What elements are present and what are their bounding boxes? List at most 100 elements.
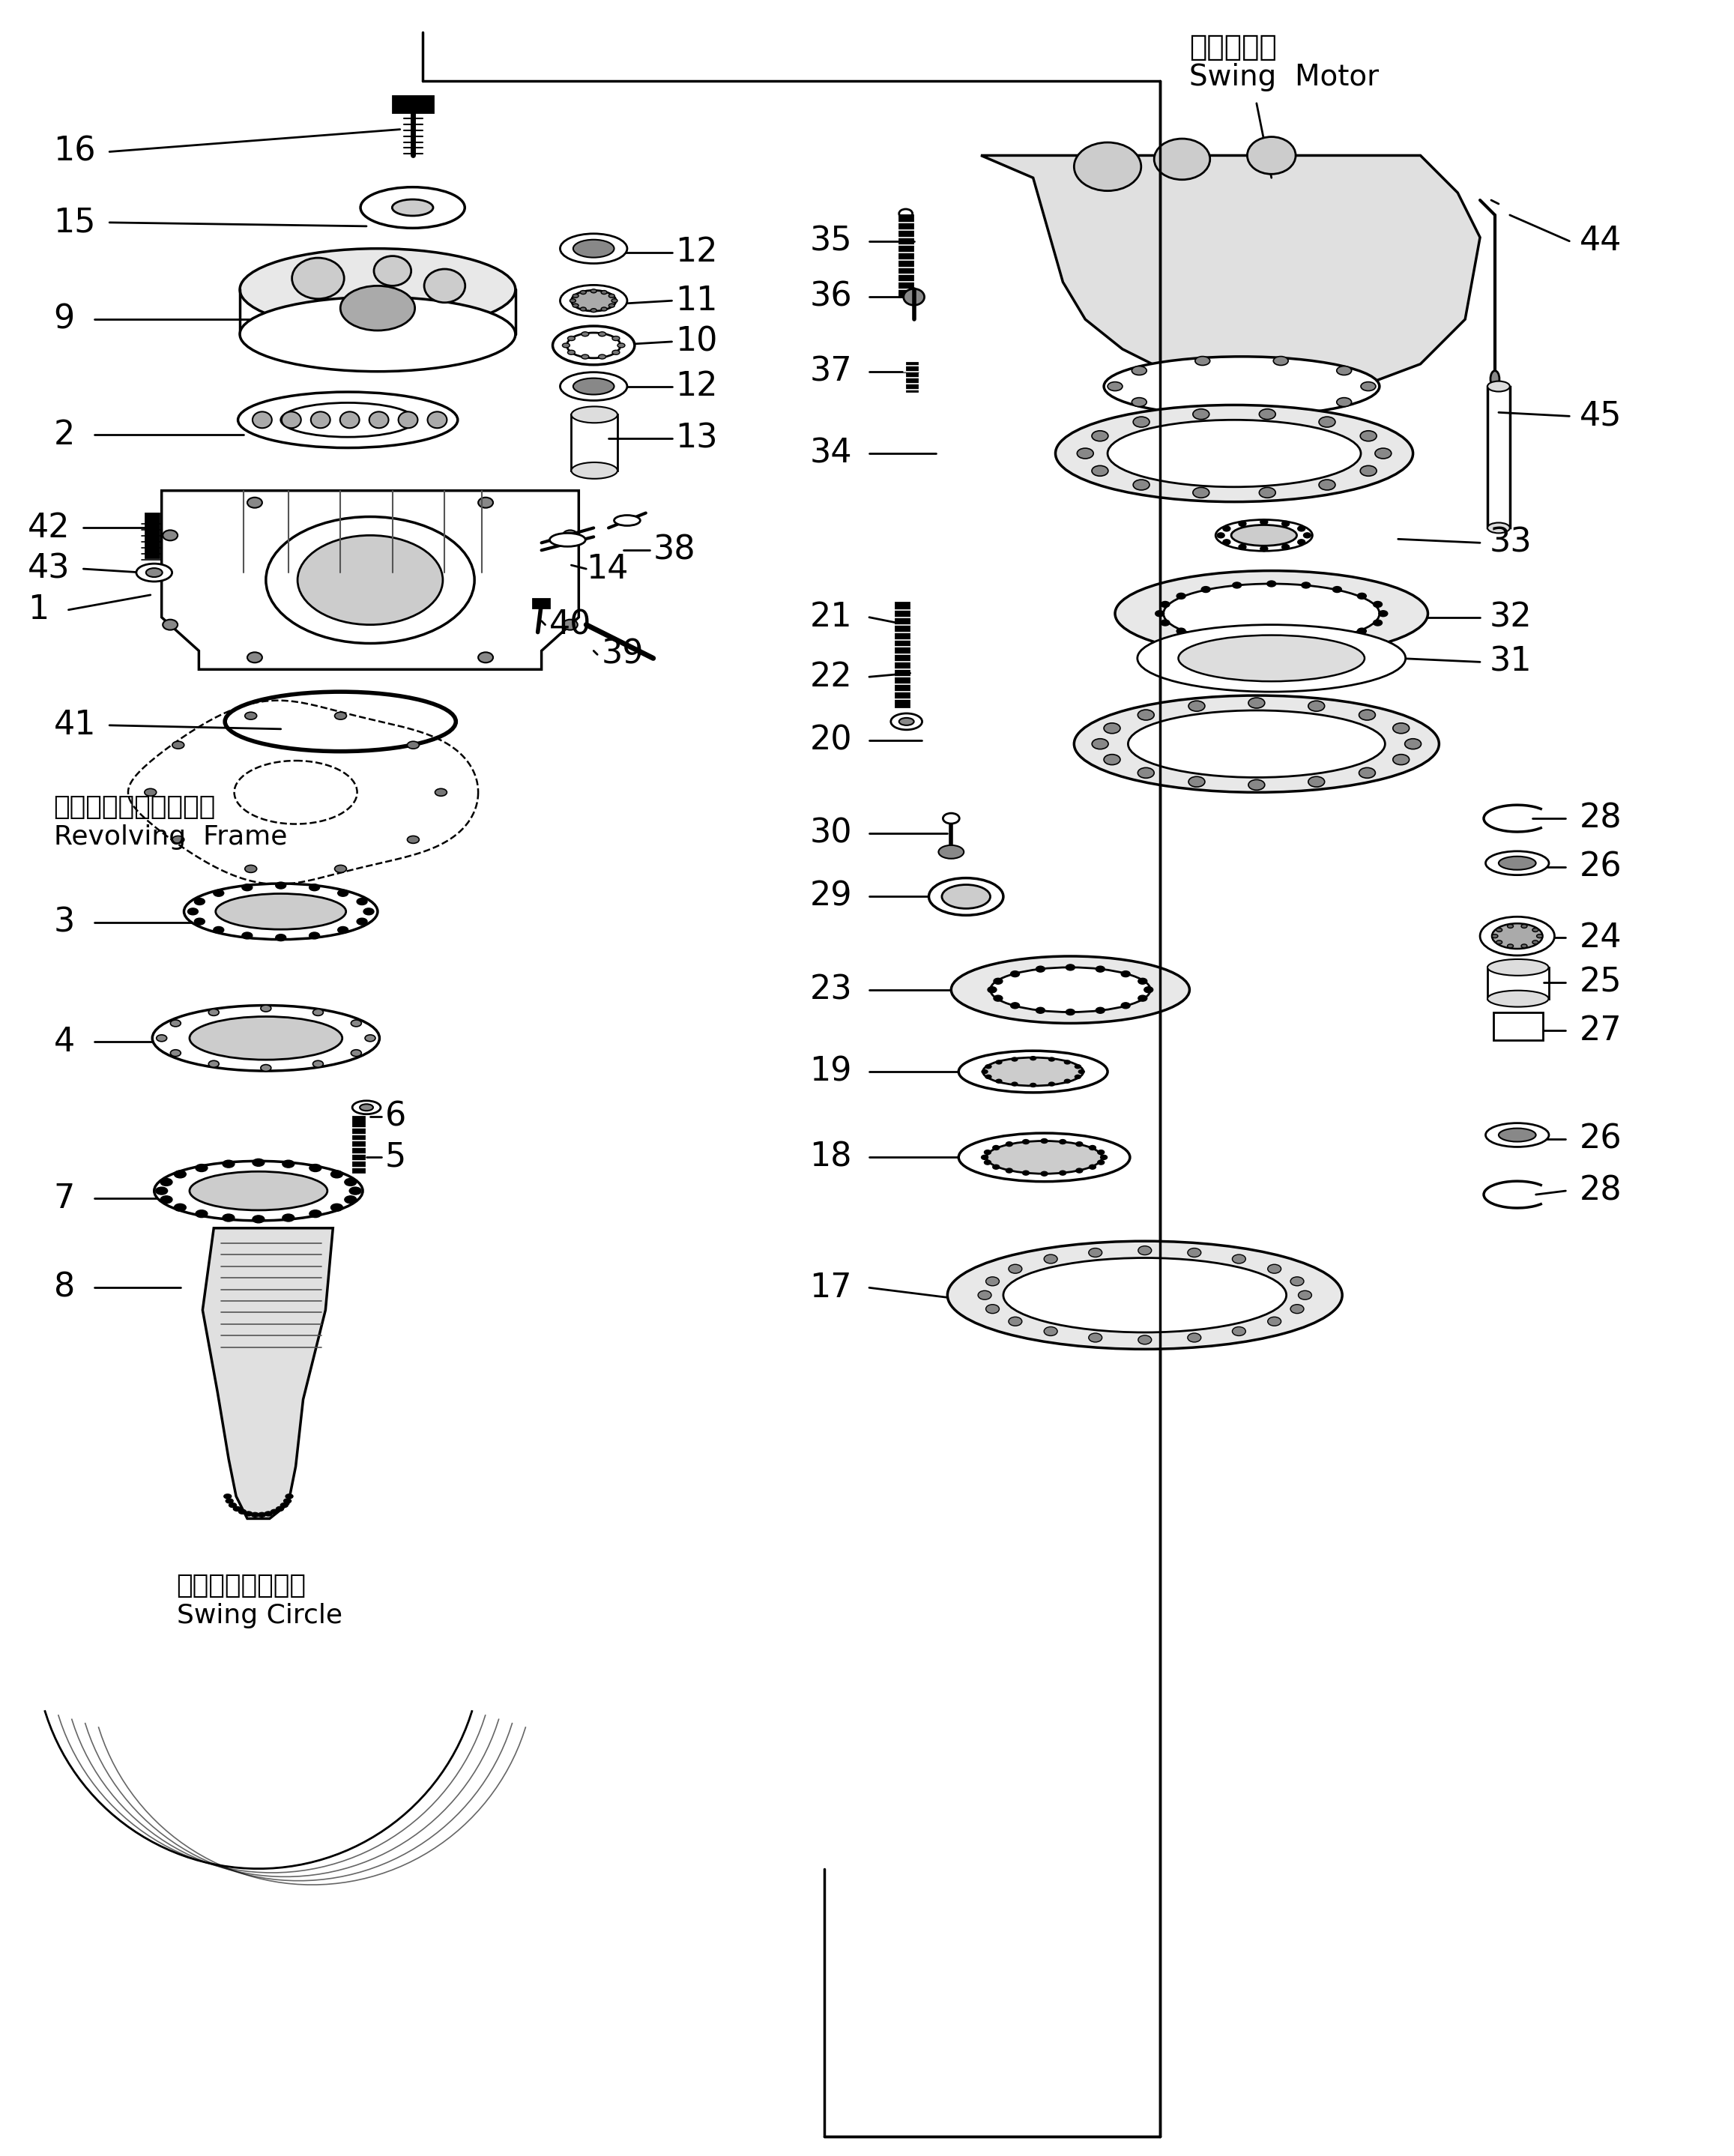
Ellipse shape bbox=[1307, 701, 1325, 711]
Ellipse shape bbox=[349, 1188, 361, 1194]
Ellipse shape bbox=[983, 1056, 1084, 1087]
Ellipse shape bbox=[435, 789, 447, 796]
Ellipse shape bbox=[357, 918, 368, 925]
Ellipse shape bbox=[345, 1197, 357, 1203]
Ellipse shape bbox=[1261, 520, 1268, 524]
Ellipse shape bbox=[1320, 479, 1335, 489]
Ellipse shape bbox=[253, 1158, 264, 1166]
Ellipse shape bbox=[222, 1214, 234, 1222]
Ellipse shape bbox=[208, 1009, 218, 1015]
Text: Revolving  Frame: Revolving Frame bbox=[54, 824, 286, 849]
Ellipse shape bbox=[1108, 420, 1361, 487]
Text: 25: 25 bbox=[1580, 966, 1621, 998]
Ellipse shape bbox=[1040, 1138, 1047, 1143]
Ellipse shape bbox=[564, 530, 577, 541]
Ellipse shape bbox=[581, 332, 590, 336]
Ellipse shape bbox=[1049, 1056, 1054, 1061]
Text: 13: 13 bbox=[676, 423, 718, 455]
Ellipse shape bbox=[1096, 1007, 1105, 1013]
Text: 26: 26 bbox=[1580, 852, 1621, 884]
Ellipse shape bbox=[1268, 640, 1276, 647]
Ellipse shape bbox=[479, 653, 492, 662]
Ellipse shape bbox=[1195, 356, 1210, 364]
Bar bbox=[1488, 386, 1510, 528]
Ellipse shape bbox=[350, 1050, 361, 1056]
Ellipse shape bbox=[156, 1035, 166, 1041]
Ellipse shape bbox=[154, 1162, 362, 1220]
Ellipse shape bbox=[1233, 638, 1242, 645]
Text: 17: 17 bbox=[810, 1272, 851, 1304]
Ellipse shape bbox=[1023, 1171, 1030, 1175]
Text: 19: 19 bbox=[810, 1056, 851, 1089]
Ellipse shape bbox=[591, 308, 596, 313]
Ellipse shape bbox=[1358, 627, 1366, 634]
Ellipse shape bbox=[251, 1514, 258, 1518]
Ellipse shape bbox=[1488, 382, 1510, 392]
Ellipse shape bbox=[345, 1179, 357, 1186]
Text: 3: 3 bbox=[54, 906, 75, 938]
Text: 44: 44 bbox=[1580, 224, 1621, 257]
Ellipse shape bbox=[988, 987, 997, 992]
Ellipse shape bbox=[1101, 1156, 1108, 1160]
Text: 7: 7 bbox=[54, 1181, 75, 1214]
Text: 11: 11 bbox=[676, 285, 718, 317]
Ellipse shape bbox=[229, 1503, 236, 1507]
Text: 6: 6 bbox=[385, 1100, 406, 1132]
Ellipse shape bbox=[375, 257, 411, 287]
Ellipse shape bbox=[215, 893, 347, 929]
Ellipse shape bbox=[1030, 1082, 1037, 1087]
Text: 45: 45 bbox=[1580, 401, 1621, 431]
Ellipse shape bbox=[1507, 925, 1514, 927]
Ellipse shape bbox=[1320, 416, 1335, 427]
Ellipse shape bbox=[987, 1304, 999, 1313]
Ellipse shape bbox=[550, 533, 586, 545]
Ellipse shape bbox=[338, 890, 349, 897]
Ellipse shape bbox=[1089, 1145, 1096, 1149]
Ellipse shape bbox=[1238, 543, 1247, 550]
Ellipse shape bbox=[1098, 1160, 1105, 1164]
Ellipse shape bbox=[1392, 722, 1410, 733]
Ellipse shape bbox=[1521, 925, 1528, 927]
Ellipse shape bbox=[1259, 487, 1276, 498]
Ellipse shape bbox=[194, 918, 205, 925]
Ellipse shape bbox=[163, 530, 177, 541]
Ellipse shape bbox=[281, 1503, 288, 1507]
Ellipse shape bbox=[1188, 1248, 1202, 1257]
Ellipse shape bbox=[572, 304, 579, 308]
Ellipse shape bbox=[1089, 1248, 1103, 1257]
Ellipse shape bbox=[1138, 996, 1148, 1000]
Ellipse shape bbox=[1202, 634, 1210, 640]
Ellipse shape bbox=[244, 711, 257, 720]
Ellipse shape bbox=[1177, 593, 1186, 599]
Ellipse shape bbox=[1359, 466, 1377, 476]
Ellipse shape bbox=[1160, 602, 1170, 608]
Ellipse shape bbox=[1138, 625, 1406, 692]
Ellipse shape bbox=[352, 1102, 380, 1115]
Ellipse shape bbox=[1077, 448, 1094, 459]
Ellipse shape bbox=[170, 1050, 180, 1056]
Ellipse shape bbox=[243, 931, 253, 940]
Ellipse shape bbox=[987, 1141, 1103, 1173]
Ellipse shape bbox=[1075, 1065, 1080, 1069]
Polygon shape bbox=[161, 492, 579, 668]
Text: 42: 42 bbox=[28, 511, 69, 543]
Ellipse shape bbox=[1092, 740, 1108, 748]
Ellipse shape bbox=[985, 1076, 992, 1078]
Bar bbox=[1493, 1011, 1543, 1041]
Ellipse shape bbox=[612, 300, 617, 302]
Text: スイングサークル: スイングサークル bbox=[177, 1574, 307, 1598]
Ellipse shape bbox=[276, 882, 286, 888]
Bar bbox=[392, 95, 434, 112]
Ellipse shape bbox=[172, 837, 184, 843]
Ellipse shape bbox=[1359, 768, 1375, 778]
Ellipse shape bbox=[276, 934, 286, 940]
Ellipse shape bbox=[985, 1149, 990, 1153]
Ellipse shape bbox=[265, 1511, 272, 1516]
Ellipse shape bbox=[1011, 1082, 1018, 1087]
Ellipse shape bbox=[291, 259, 343, 300]
Ellipse shape bbox=[994, 996, 1002, 1000]
Ellipse shape bbox=[340, 287, 414, 330]
Ellipse shape bbox=[1092, 466, 1108, 476]
Ellipse shape bbox=[891, 714, 922, 729]
Ellipse shape bbox=[1040, 1171, 1047, 1175]
